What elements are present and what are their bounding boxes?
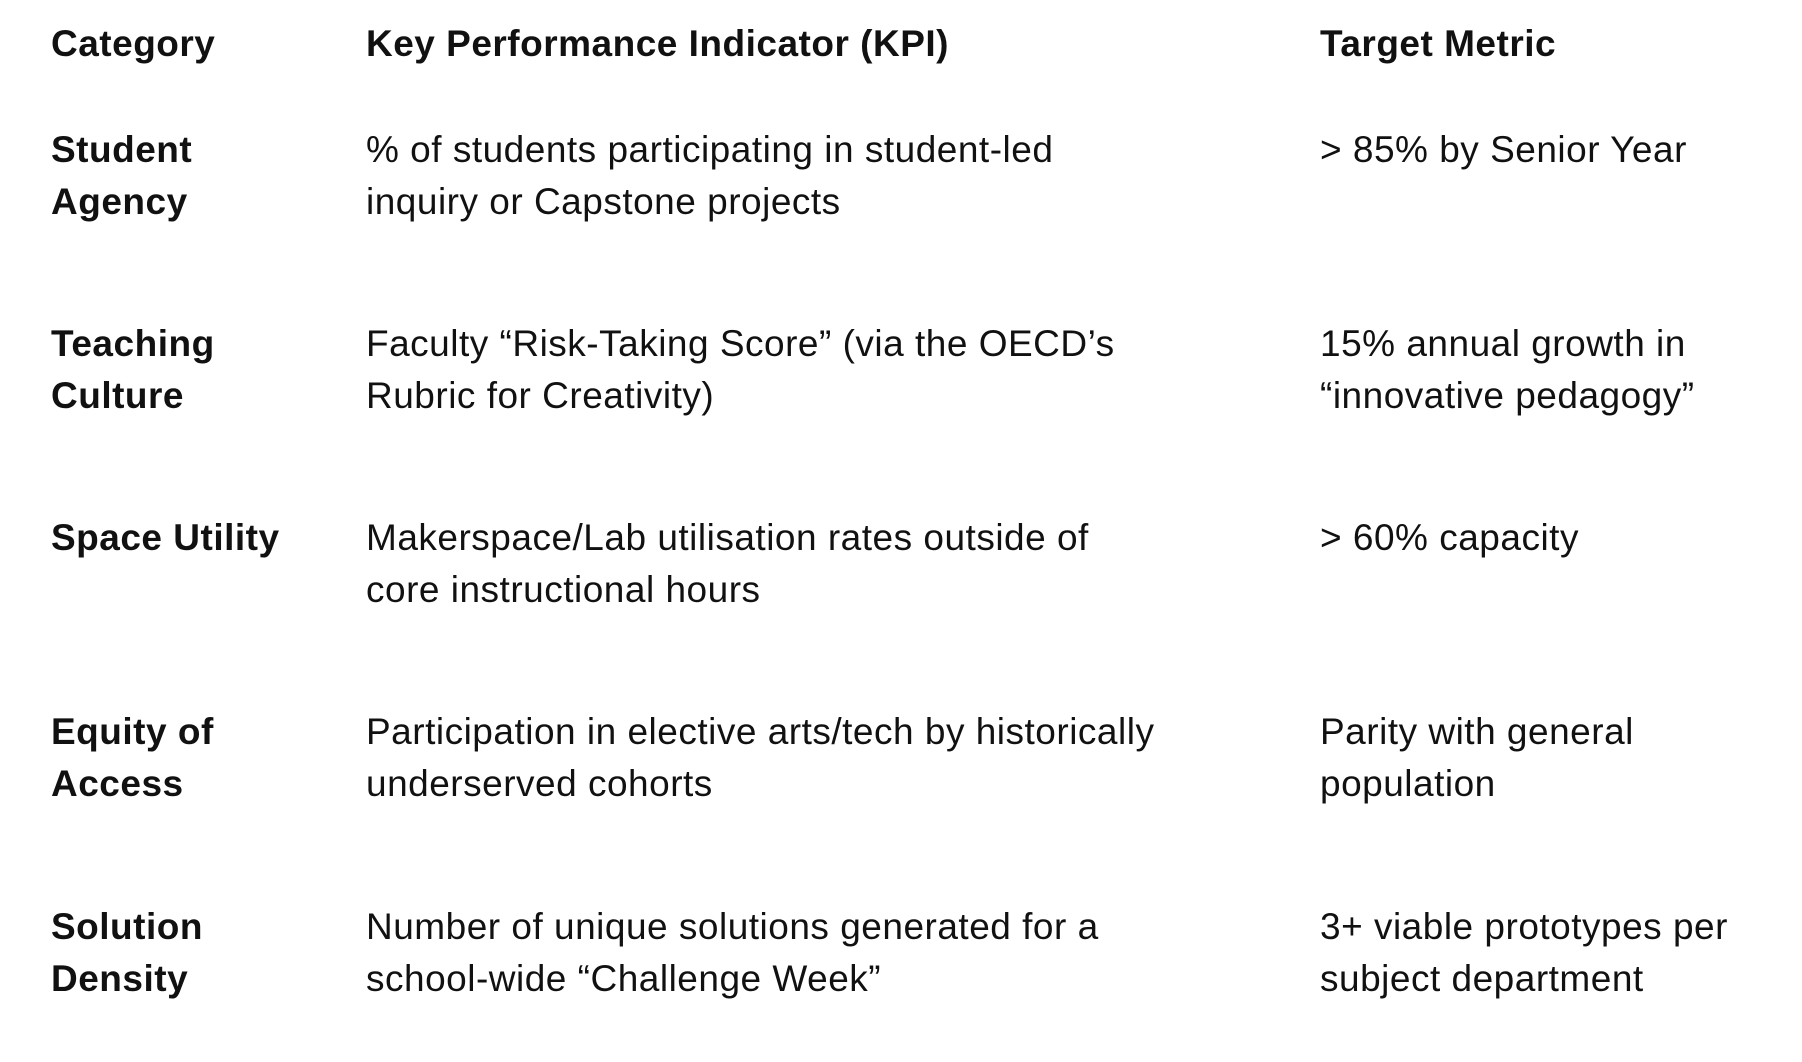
cell-line: 3+ viable prototypes per <box>1320 906 1728 947</box>
cell-line: school-wide “Challenge Week” <box>366 958 882 999</box>
kpi-cell: Faculty “Risk-Taking Score” (via the OEC… <box>366 318 1115 422</box>
cell-line: Culture <box>51 375 184 416</box>
category-cell: Space Utility <box>51 512 280 564</box>
kpi-cell: Makerspace/Lab utilisation rates outside… <box>366 512 1089 616</box>
target-cell: > 60% capacity <box>1320 512 1579 564</box>
header-cell: Key Performance Indicator (KPI) <box>366 23 949 64</box>
cell-line: core instructional hours <box>366 569 761 610</box>
cell-line: > 85% by Senior Year <box>1320 129 1687 170</box>
cell-line: Access <box>51 763 184 804</box>
category-cell: Student Agency <box>51 124 192 228</box>
cell-line: Density <box>51 958 189 999</box>
target-cell: Parity with general population <box>1320 706 1634 810</box>
kpi-cell: % of students participating in student-l… <box>366 124 1053 228</box>
cell-line: > 60% capacity <box>1320 517 1579 558</box>
header-cell: Category <box>51 23 216 64</box>
category-cell: Teaching Culture <box>51 318 215 422</box>
cell-line: Solution <box>51 906 203 947</box>
cell-line: subject department <box>1320 958 1644 999</box>
cell-line: “innovative pedagogy” <box>1320 375 1695 416</box>
cell-line: underserved cohorts <box>366 763 713 804</box>
cell-line: Equity of <box>51 711 214 752</box>
cell-line: Agency <box>51 181 188 222</box>
cell-line: Student <box>51 129 193 170</box>
header-cell: Target Metric <box>1320 23 1557 64</box>
category-cell: Solution Density <box>51 901 203 1005</box>
cell-line: Participation in elective arts/tech by h… <box>366 711 1155 752</box>
target-cell: > 85% by Senior Year <box>1320 124 1687 176</box>
cell-line: Makerspace/Lab utilisation rates outside… <box>366 517 1089 558</box>
cell-line: % of students participating in student-l… <box>366 129 1054 170</box>
kpi-cell: Number of unique solutions generated for… <box>366 901 1099 1005</box>
category-cell: Equity of Access <box>51 706 214 810</box>
cell-line: 15% annual growth in <box>1320 323 1686 364</box>
target-cell: 3+ viable prototypes per subject departme… <box>1320 901 1728 1005</box>
target-cell: 15% annual growth in “innovative pedagogy… <box>1320 318 1695 422</box>
cell-line: Space Utility <box>51 517 280 558</box>
cell-line: population <box>1320 763 1496 804</box>
cell-line: inquiry or Capstone projects <box>366 181 841 222</box>
cell-line: Number of unique solutions generated for… <box>366 906 1099 947</box>
cell-line: Parity with general <box>1320 711 1634 752</box>
cell-line: Rubric for Creativity) <box>366 375 715 416</box>
cell-line: Faculty “Risk-Taking Score” (via the OEC… <box>366 323 1115 364</box>
cell-line: Teaching <box>51 323 215 364</box>
kpi-cell: Participation in elective arts/tech by h… <box>366 706 1154 810</box>
